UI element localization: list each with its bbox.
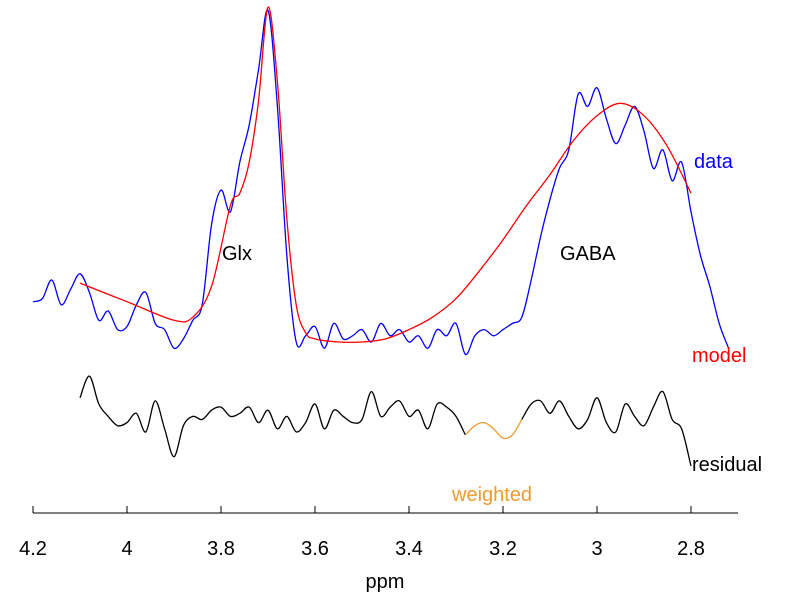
legend-label-weighted: weighted: [451, 484, 532, 506]
series-line-weighted-3: [464, 419, 523, 440]
x-ticks: 4.2 4 3.8 3.6 3.4 3.2 3 2.8: [19, 506, 705, 560]
legend-label-model: model: [692, 345, 746, 367]
plot-area: [32, 6, 730, 467]
peak-label-glx: Glx: [222, 243, 252, 265]
series-line-residual-2: [79, 375, 466, 458]
series-line-model-1: [79, 6, 692, 344]
x-tick-label: 4: [121, 538, 132, 560]
x-tick-label: 3.6: [301, 538, 329, 560]
legend-label-residual: residual: [692, 454, 762, 476]
x-tick-label: 3.2: [489, 538, 517, 560]
peak-label-gaba: GABA: [560, 243, 616, 265]
x-tick-label: 2.8: [677, 538, 705, 560]
series-line-residual-4: [521, 390, 692, 467]
x-axis-label: ppm: [366, 571, 405, 593]
x-tick-label: 3.8: [207, 538, 235, 560]
legend-label-data: data: [694, 151, 734, 173]
x-tick-label: 4.2: [19, 538, 47, 560]
x-tick-label: 3.4: [395, 538, 423, 560]
series-line-data-0: [32, 9, 730, 356]
x-tick-label: 3: [591, 538, 602, 560]
